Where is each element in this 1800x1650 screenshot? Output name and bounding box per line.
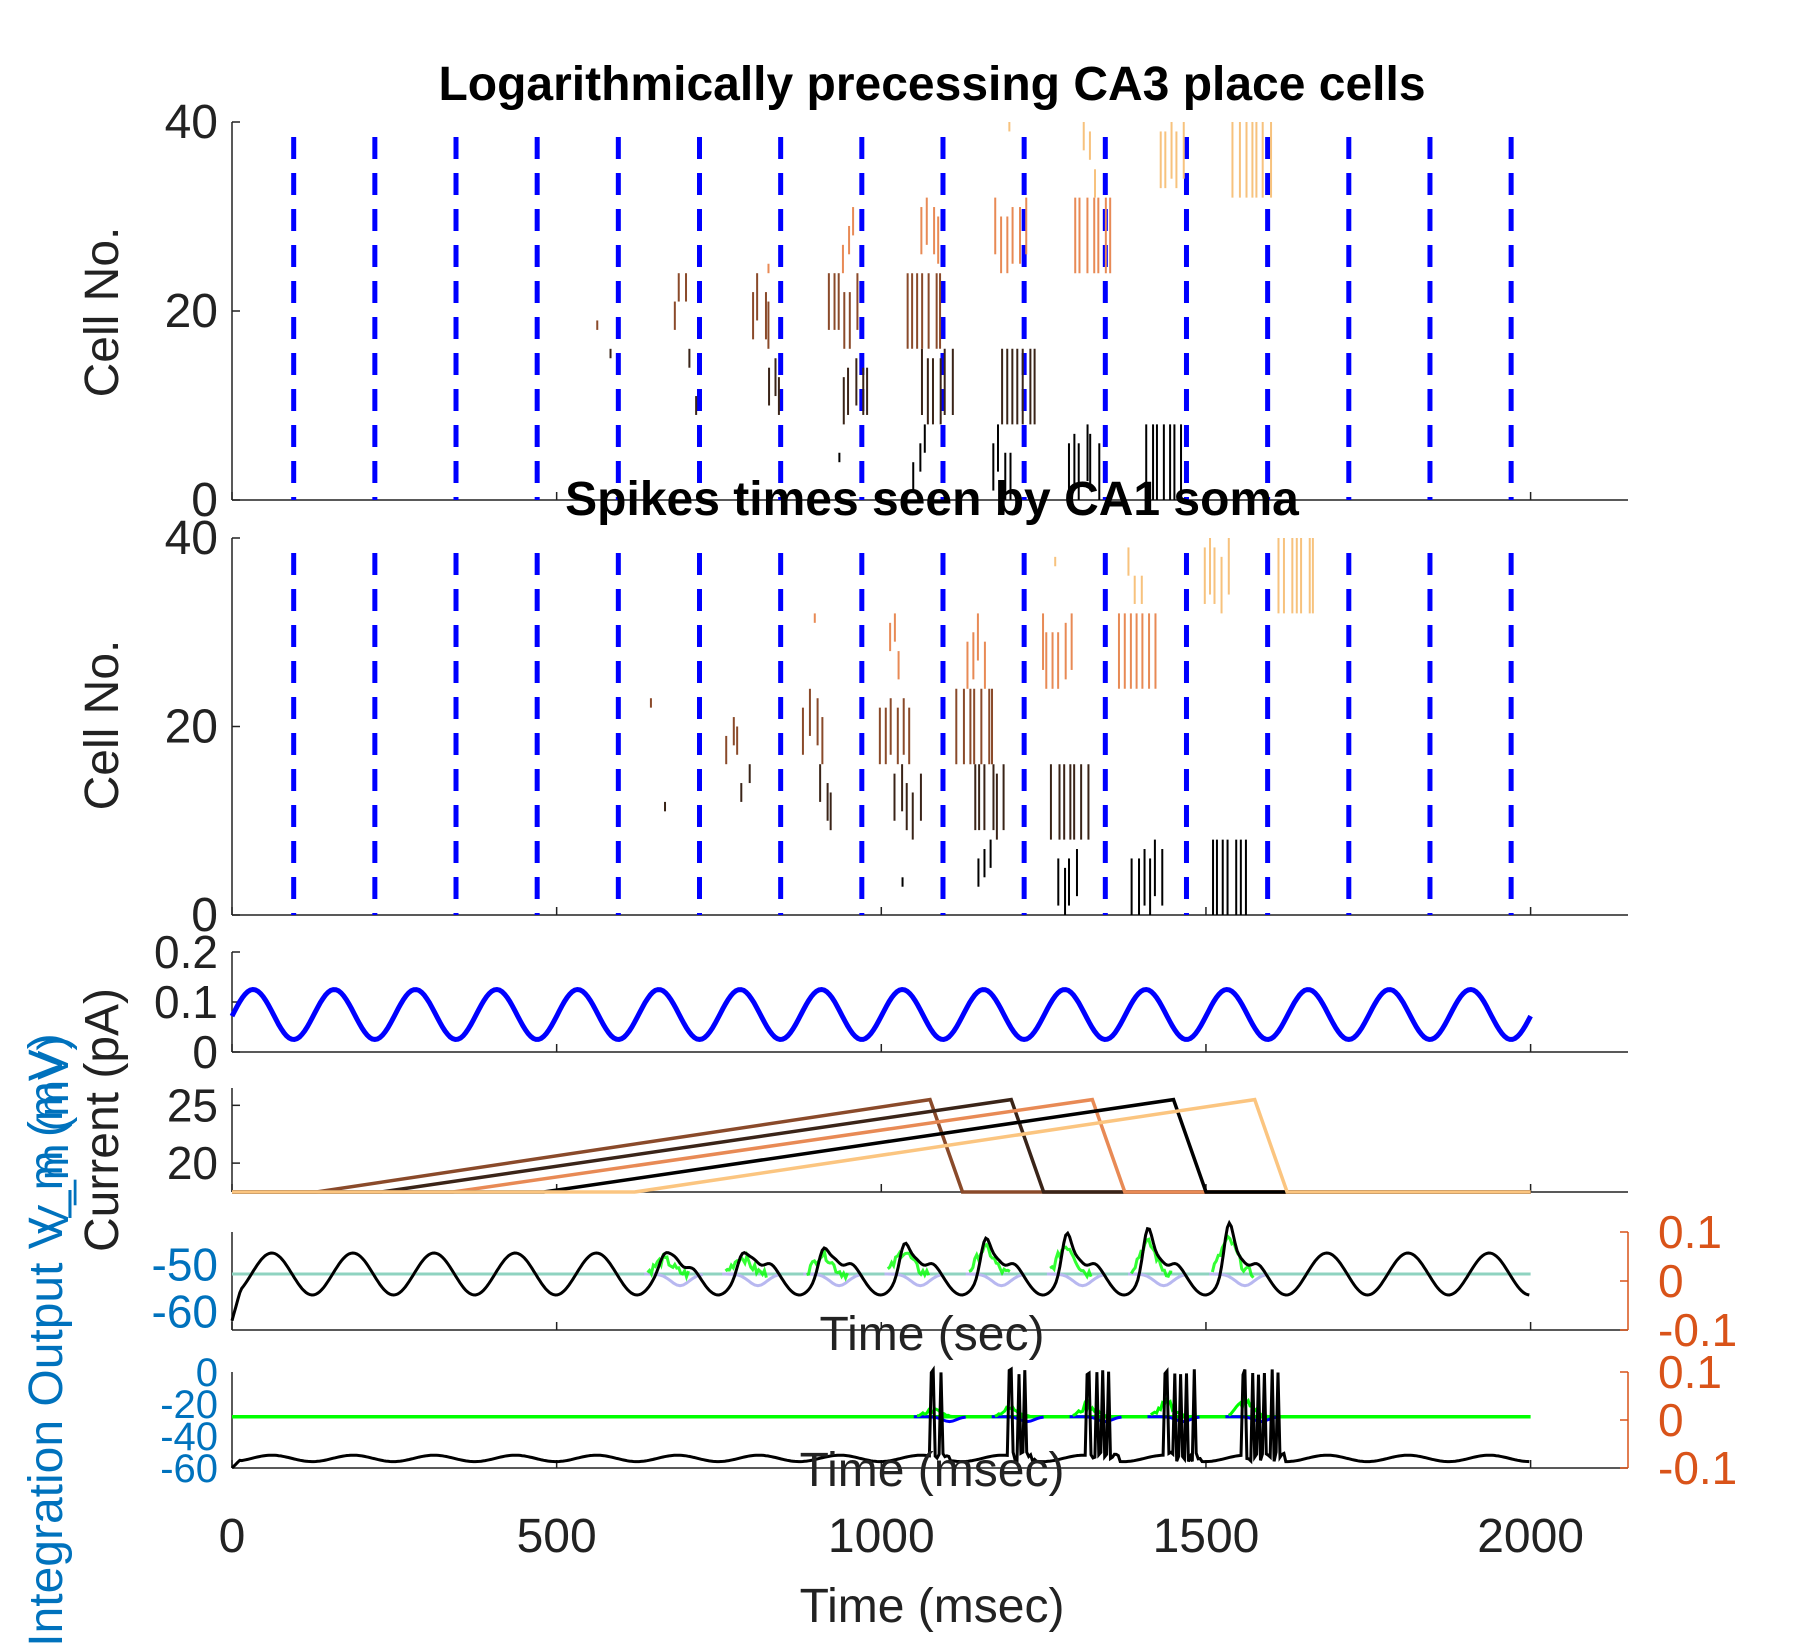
y-tick-label: 0 — [196, 1351, 218, 1395]
panel-6-partial-xlabel: Time (msec) — [800, 1444, 1065, 1497]
y-tick-label: -60 — [160, 1447, 218, 1491]
raster-1-title: Logarithmically precessing CA3 place cel… — [438, 58, 1425, 111]
dip-line — [644, 1272, 704, 1288]
dendritic-burst — [646, 1252, 690, 1282]
right-y-tick-label: 0.1 — [1658, 1206, 1722, 1258]
x-tick-label: 0 — [219, 1510, 246, 1563]
right-y-tick-label: -0.1 — [1658, 1304, 1737, 1356]
panel-5-left-ylabel: V_m (mV) — [29, 1036, 78, 1234]
dendritic-burst — [886, 1249, 931, 1279]
x-tick-label: 2000 — [1477, 1510, 1584, 1563]
xaxis-label: Time (msec) — [800, 1580, 1065, 1633]
right-y-tick-label: 0 — [1658, 1394, 1684, 1446]
dendritic-burst — [1130, 1237, 1173, 1278]
dip-line — [722, 1272, 782, 1288]
dip-line — [884, 1272, 944, 1288]
ramp-line — [232, 1097, 1531, 1194]
dendritic-burst — [806, 1249, 849, 1282]
y-tick-label: 40 — [165, 96, 218, 149]
theta-current-line — [229, 986, 1533, 1043]
dendrite-vm-panel: -50-60 0.10-0.1 — [152, 1206, 1738, 1356]
x-tick-label: 1000 — [828, 1510, 935, 1563]
y-tick-label: -20 — [160, 1383, 218, 1427]
right-y-tick-label: 0.1 — [1658, 1346, 1722, 1398]
ramp-line — [232, 1097, 1531, 1194]
vm-line — [230, 1219, 1530, 1322]
y-tick-label: 0 — [192, 1026, 218, 1078]
raster-1-ylabel: Cell No. — [76, 227, 129, 398]
raster-panel-ca3: 0 20 40 — [165, 96, 1628, 527]
dip-line — [965, 1272, 1025, 1288]
bottom-x-tick-labels: 0 500 1000 1500 2000 — [219, 1510, 1584, 1563]
dendritic-burst — [1072, 1398, 1112, 1418]
ramp-line — [232, 1097, 1531, 1194]
right-y-tick-label: 0 — [1658, 1255, 1684, 1307]
dip-line — [1046, 1272, 1106, 1288]
dendritic-burst — [724, 1250, 768, 1279]
y-tick-label: 0 — [191, 889, 218, 942]
dip-line — [803, 1272, 863, 1288]
panel-6-overlap-ylabel: Integration Output V_m (mV) — [20, 1033, 73, 1647]
raster-panel-ca1: 0 20 40 — [165, 512, 1628, 942]
vm-line — [230, 1365, 1530, 1470]
y-tick-label: -60 — [152, 1285, 218, 1337]
dendritic-burst — [994, 1404, 1034, 1418]
x-tick-label: 1500 — [1153, 1510, 1260, 1563]
y-tick-label: -50 — [152, 1239, 218, 1291]
panel-5-partial-xlabel: Time (sec) — [820, 1308, 1045, 1361]
theta-current-panel: 00.10.2 — [154, 926, 1628, 1078]
dendritic-burst — [968, 1242, 1011, 1277]
raster-2-title: Spikes times seen by CA1 soma — [565, 473, 1299, 526]
y-tick-label: 20 — [167, 1137, 218, 1189]
dendritic-burst — [1049, 1245, 1093, 1280]
dendritic-burst — [1210, 1234, 1255, 1279]
y-tick-label: 20 — [165, 701, 218, 754]
panel-5-overlap-ylabel: Current (pA) — [76, 988, 129, 1252]
x-tick-label: 500 — [517, 1510, 597, 1563]
ramp-line — [232, 1097, 1531, 1194]
dendritic-burst — [1149, 1397, 1190, 1419]
y-tick-label: 0.2 — [154, 926, 218, 978]
dendritic-burst — [916, 1406, 957, 1419]
soma-vm-panel: 0-20-40-600.10-0.1 — [160, 1346, 1737, 1494]
y-tick-label: 0.1 — [154, 976, 218, 1028]
right-y-tick-label: -0.1 — [1658, 1442, 1737, 1494]
y-tick-label: 0 — [191, 474, 218, 527]
y-tick-label: 25 — [167, 1079, 218, 1131]
dendritic-burst — [1227, 1394, 1268, 1418]
y-tick-label: 20 — [165, 285, 218, 338]
y-tick-label: -40 — [160, 1415, 218, 1459]
ramp-line — [232, 1097, 1531, 1194]
raster-2-ylabel: Cell No. — [76, 640, 129, 811]
y-tick-label: 40 — [165, 512, 218, 565]
